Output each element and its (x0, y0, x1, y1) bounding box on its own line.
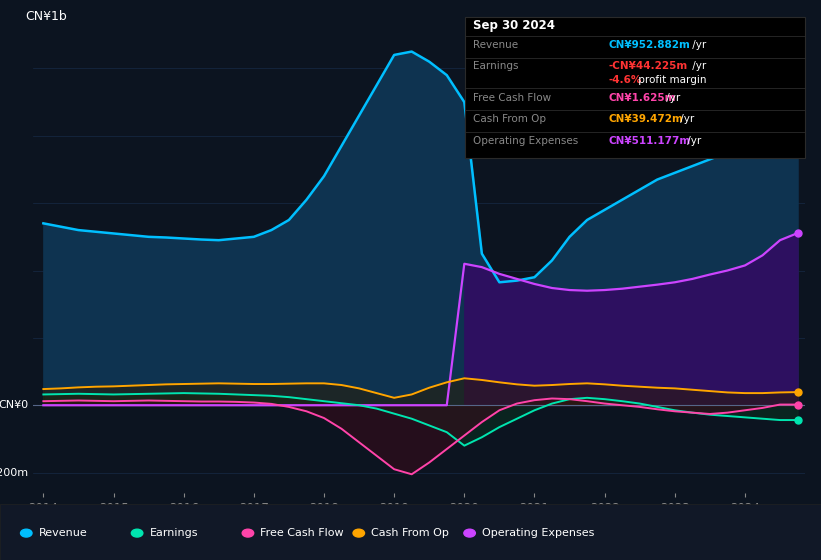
Text: /yr: /yr (663, 93, 681, 103)
Text: Cash From Op: Cash From Op (371, 528, 449, 538)
Text: Operating Expenses: Operating Expenses (482, 528, 594, 538)
Text: /yr: /yr (684, 136, 701, 146)
Text: CN¥0: CN¥0 (0, 400, 29, 410)
Text: Earnings: Earnings (149, 528, 198, 538)
Text: /yr: /yr (677, 114, 694, 124)
Text: -CN¥44.225m: -CN¥44.225m (608, 61, 688, 71)
Text: Cash From Op: Cash From Op (473, 114, 546, 124)
Text: CN¥1.625m: CN¥1.625m (608, 93, 676, 103)
Text: Revenue: Revenue (39, 528, 87, 538)
Text: profit margin: profit margin (635, 76, 707, 86)
Text: Revenue: Revenue (473, 40, 518, 50)
Text: -CN¥200m: -CN¥200m (0, 468, 29, 478)
Text: Free Cash Flow: Free Cash Flow (473, 93, 551, 103)
Text: Sep 30 2024: Sep 30 2024 (473, 19, 555, 32)
Text: -4.6%: -4.6% (608, 76, 642, 86)
Text: Earnings: Earnings (473, 61, 518, 71)
Text: Operating Expenses: Operating Expenses (473, 136, 578, 146)
Text: CN¥1b: CN¥1b (25, 10, 67, 24)
Text: CN¥511.177m: CN¥511.177m (608, 136, 690, 146)
Text: /yr: /yr (689, 61, 706, 71)
Text: Free Cash Flow: Free Cash Flow (260, 528, 344, 538)
Text: CN¥39.472m: CN¥39.472m (608, 114, 683, 124)
Text: /yr: /yr (689, 40, 706, 50)
Text: CN¥952.882m: CN¥952.882m (608, 40, 690, 50)
